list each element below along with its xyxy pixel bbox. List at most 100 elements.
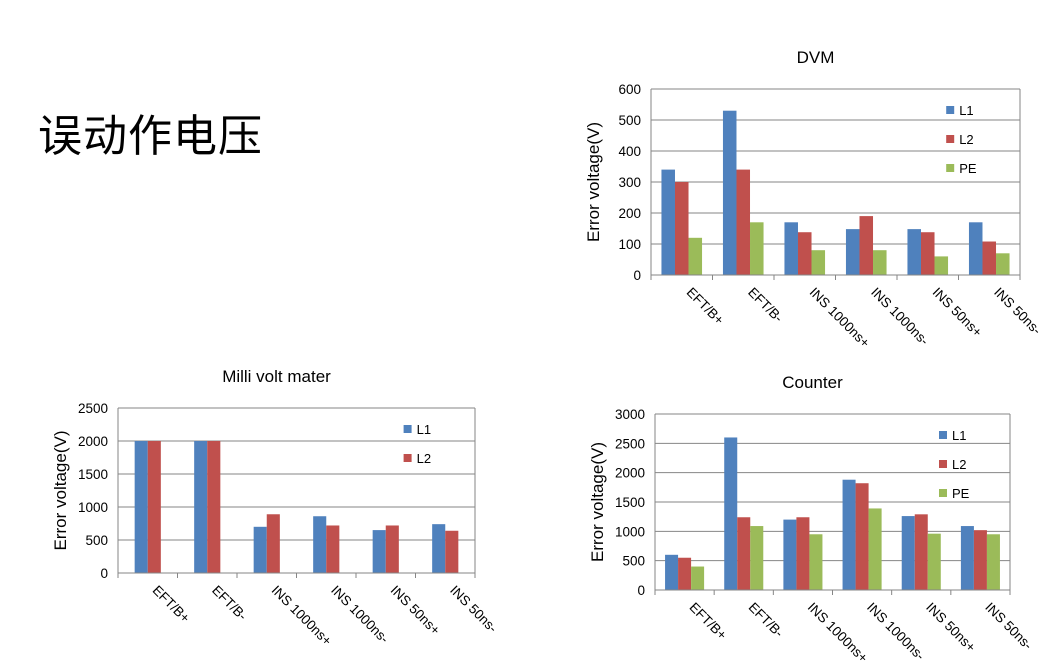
legend-swatch-l2 bbox=[939, 460, 947, 468]
legend-swatch-pe bbox=[946, 164, 955, 172]
bar-l1-eft-b bbox=[722, 110, 737, 275]
bar-l1-ins-50ns bbox=[372, 530, 386, 573]
bar-l2-ins-50ns bbox=[920, 232, 935, 275]
y-tick-label: 600 bbox=[618, 82, 641, 97]
bar-pe-ins-1000ns bbox=[868, 508, 882, 590]
legend-swatch-l2 bbox=[403, 454, 412, 462]
bar-l2-ins-50ns bbox=[973, 530, 987, 590]
legend-swatch-l2 bbox=[946, 135, 955, 143]
x-tick-label: INS 1000ns+ bbox=[805, 600, 871, 666]
legend-label-pe: PE bbox=[959, 161, 977, 176]
bar-l2-ins-50ns bbox=[445, 530, 459, 573]
bar-pe-ins-50ns bbox=[927, 533, 941, 590]
x-tick-label: INS 1000ns- bbox=[864, 600, 928, 664]
y-tick-label: 400 bbox=[618, 144, 641, 159]
y-tick-label: 0 bbox=[100, 566, 108, 581]
bar-pe-ins-1000ns bbox=[809, 534, 823, 590]
bar-l1-eft-b bbox=[665, 554, 679, 590]
y-tick-label: 500 bbox=[85, 533, 108, 548]
y-tick-label: 300 bbox=[618, 175, 641, 190]
x-tick-label: EFT/B- bbox=[746, 600, 787, 641]
legend-label-l1: L1 bbox=[959, 103, 973, 118]
slide-title: 误动作电压 bbox=[38, 111, 263, 162]
bar-l2-eft-b bbox=[147, 441, 161, 573]
bar-l2-eft-b bbox=[674, 182, 689, 275]
bar-l1-ins-50ns bbox=[901, 516, 915, 590]
bar-l1-eft-b bbox=[661, 169, 675, 275]
bar-l1-ins-1000ns bbox=[845, 229, 860, 275]
bar-l2-ins-1000ns bbox=[855, 483, 869, 590]
bar-l2-ins-1000ns bbox=[859, 216, 874, 275]
y-tick-label: 2000 bbox=[78, 434, 108, 449]
y-tick-label: 1500 bbox=[615, 495, 645, 510]
bar-pe-eft-b bbox=[691, 566, 705, 590]
bar-l1-ins-50ns bbox=[968, 222, 983, 275]
y-tick-label: 3000 bbox=[615, 407, 645, 422]
y-tick-label: 500 bbox=[622, 554, 645, 569]
bar-pe-eft-b bbox=[688, 237, 703, 275]
bar-l1-ins-1000ns bbox=[783, 519, 797, 590]
legend-swatch-l1 bbox=[403, 425, 412, 433]
bar-l1-eft-b bbox=[194, 441, 208, 573]
y-tick-label: 2500 bbox=[78, 401, 108, 416]
chart-title: DVM bbox=[797, 48, 835, 67]
legend-label-l1: L1 bbox=[952, 428, 966, 443]
bar-l2-ins-50ns bbox=[914, 514, 928, 590]
bar-l1-ins-1000ns bbox=[253, 526, 267, 573]
y-tick-label: 2500 bbox=[615, 436, 645, 451]
bar-l2-ins-50ns bbox=[982, 241, 997, 275]
y-axis-label: Error voltage(V) bbox=[51, 431, 70, 551]
y-axis-label: Error voltage(V) bbox=[584, 122, 603, 242]
bar-l2-eft-b bbox=[678, 557, 692, 590]
bar-l2-ins-50ns bbox=[385, 525, 399, 573]
y-tick-label: 500 bbox=[618, 113, 641, 128]
x-tick-label: EFT/B+ bbox=[686, 600, 729, 643]
bar-l1-ins-50ns bbox=[907, 229, 921, 275]
x-tick-label: INS 50ns- bbox=[982, 600, 1035, 653]
y-tick-label: 0 bbox=[637, 583, 645, 598]
legend-label-pe: PE bbox=[952, 486, 970, 501]
bar-l1-eft-b bbox=[134, 441, 148, 573]
legend-label-l2: L2 bbox=[952, 457, 966, 472]
y-tick-label: 1000 bbox=[615, 524, 645, 539]
bar-pe-ins-50ns bbox=[986, 534, 1000, 590]
bar-l1-ins-50ns bbox=[960, 526, 974, 590]
y-tick-label: 2000 bbox=[615, 466, 645, 481]
chart-title: Milli volt mater bbox=[222, 367, 331, 386]
bar-l1-eft-b bbox=[724, 437, 738, 590]
bar-l1-ins-1000ns bbox=[784, 222, 798, 275]
bar-l2-eft-b bbox=[737, 517, 751, 590]
bar-l2-ins-1000ns bbox=[326, 525, 340, 573]
x-tick-label: INS 50ns+ bbox=[923, 600, 979, 656]
bar-pe-eft-b bbox=[750, 222, 764, 275]
bar-l1-ins-50ns bbox=[432, 524, 446, 573]
bar-l1-ins-1000ns bbox=[313, 516, 327, 573]
bar-pe-ins-50ns bbox=[934, 256, 949, 275]
legend-swatch-l1 bbox=[946, 106, 955, 114]
bar-l2-eft-b bbox=[736, 169, 751, 275]
bar-l1-ins-1000ns bbox=[842, 479, 856, 590]
bar-pe-eft-b bbox=[750, 526, 764, 590]
y-tick-label: 100 bbox=[618, 237, 641, 252]
legend-swatch-pe bbox=[939, 489, 947, 497]
chart-title: Counter bbox=[782, 373, 843, 392]
bar-l2-ins-1000ns bbox=[266, 514, 280, 573]
y-tick-label: 1500 bbox=[78, 467, 108, 482]
bar-pe-ins-50ns bbox=[996, 253, 1010, 275]
legend-label-l2: L2 bbox=[417, 451, 431, 466]
bar-l2-ins-1000ns bbox=[796, 517, 810, 590]
bar-pe-ins-1000ns bbox=[811, 250, 826, 275]
y-tick-label: 0 bbox=[633, 268, 641, 283]
y-tick-label: 1000 bbox=[78, 500, 108, 515]
bar-l2-eft-b bbox=[207, 441, 221, 573]
y-tick-label: 200 bbox=[618, 206, 641, 221]
legend-swatch-l1 bbox=[939, 431, 947, 439]
bar-l2-ins-1000ns bbox=[797, 232, 812, 275]
legend-label-l2: L2 bbox=[959, 132, 973, 147]
legend-label-l1: L1 bbox=[417, 422, 431, 437]
y-axis-label: Error voltage(V) bbox=[588, 442, 607, 562]
bar-pe-ins-1000ns bbox=[873, 250, 887, 275]
